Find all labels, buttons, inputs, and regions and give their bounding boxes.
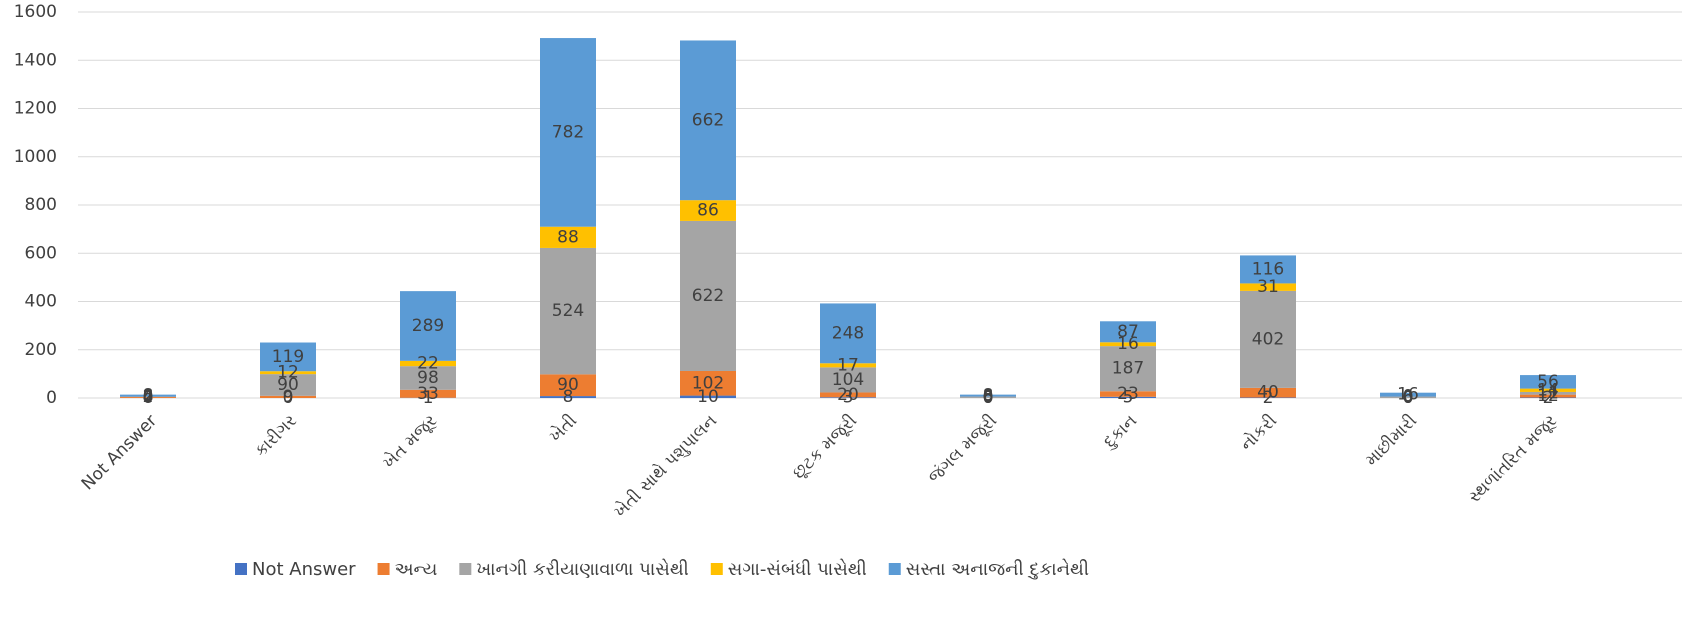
legend-label: Not Answer [252,559,356,580]
x-tick-label: સ્થળાંતરિત મજૂર [1465,411,1562,508]
x-tick-label: છૂટક મજૂરી [789,411,861,483]
y-tick-label: 600 [25,243,57,263]
x-tick-label: માછીમારી [1362,411,1421,470]
y-tick-label: 1000 [14,147,57,167]
data-label: 524 [552,301,584,321]
data-label: 17 [837,355,859,375]
data-label: 8 [983,386,994,406]
legend-swatch [459,563,471,575]
y-tick-label: 800 [25,195,57,215]
data-label: 102 [692,373,724,393]
legend-label: સસ્તા અનાજની દુકાનેથી [906,559,1089,580]
y-tick-label: 1400 [14,50,57,70]
y-tick-label: 0 [46,388,57,408]
x-tick-label: ખેતી [545,410,581,446]
data-label: 87 [1117,322,1139,342]
data-label: 16 [1397,385,1419,405]
data-label: 23 [1117,384,1139,404]
legend-swatch [711,563,723,575]
x-tick-label: દુકાન [1098,411,1141,454]
y-tick-label: 400 [25,292,57,312]
legend-label: અન્ય [395,559,438,580]
data-label: 662 [692,110,724,130]
data-label: 8 [143,386,154,406]
data-label: 90 [557,375,579,395]
legend: Not Answer અન્ય ખાનગી કરીયાણાવાળા પાસેથી સગ… [235,559,1089,580]
x-tick-label: જંગલ મજૂરી [924,411,1001,488]
data-label: 402 [1252,329,1284,349]
x-tick-label: ખેતી સાથે પશુપાલન [609,410,721,522]
data-label: 782 [552,122,584,142]
legend-label: ખાનગી કરીયાણાવાળા પાસેથી [476,559,688,580]
y-tick-label: 200 [25,340,57,360]
x-tick-label: ખેત મજૂર [378,410,441,473]
data-label: 248 [832,323,864,343]
x-tick-label: Not Answer [78,411,161,494]
x-tick-label: નોકરી [1236,410,1281,455]
data-label: 56 [1537,372,1559,392]
data-label: 116 [1252,259,1284,279]
y-tick-label: 1600 [14,2,57,22]
data-label: 86 [697,201,719,221]
data-label: 289 [412,316,444,336]
data-label: 22 [417,354,439,374]
x-tick-label: કારીગર [251,411,301,461]
data-label: 88 [557,227,579,247]
y-tick-label: 1200 [14,99,57,119]
data-label: 40 [1257,383,1279,403]
legend-swatch [889,563,901,575]
data-label: 31 [1257,277,1279,297]
data-label: 622 [692,286,724,306]
legend-swatch [235,563,247,575]
legend-swatch [378,563,390,575]
data-label: 187 [1112,359,1144,379]
data-label: 119 [272,347,304,367]
legend-label: સગા-સંબંધી પાસેથી [728,559,867,580]
